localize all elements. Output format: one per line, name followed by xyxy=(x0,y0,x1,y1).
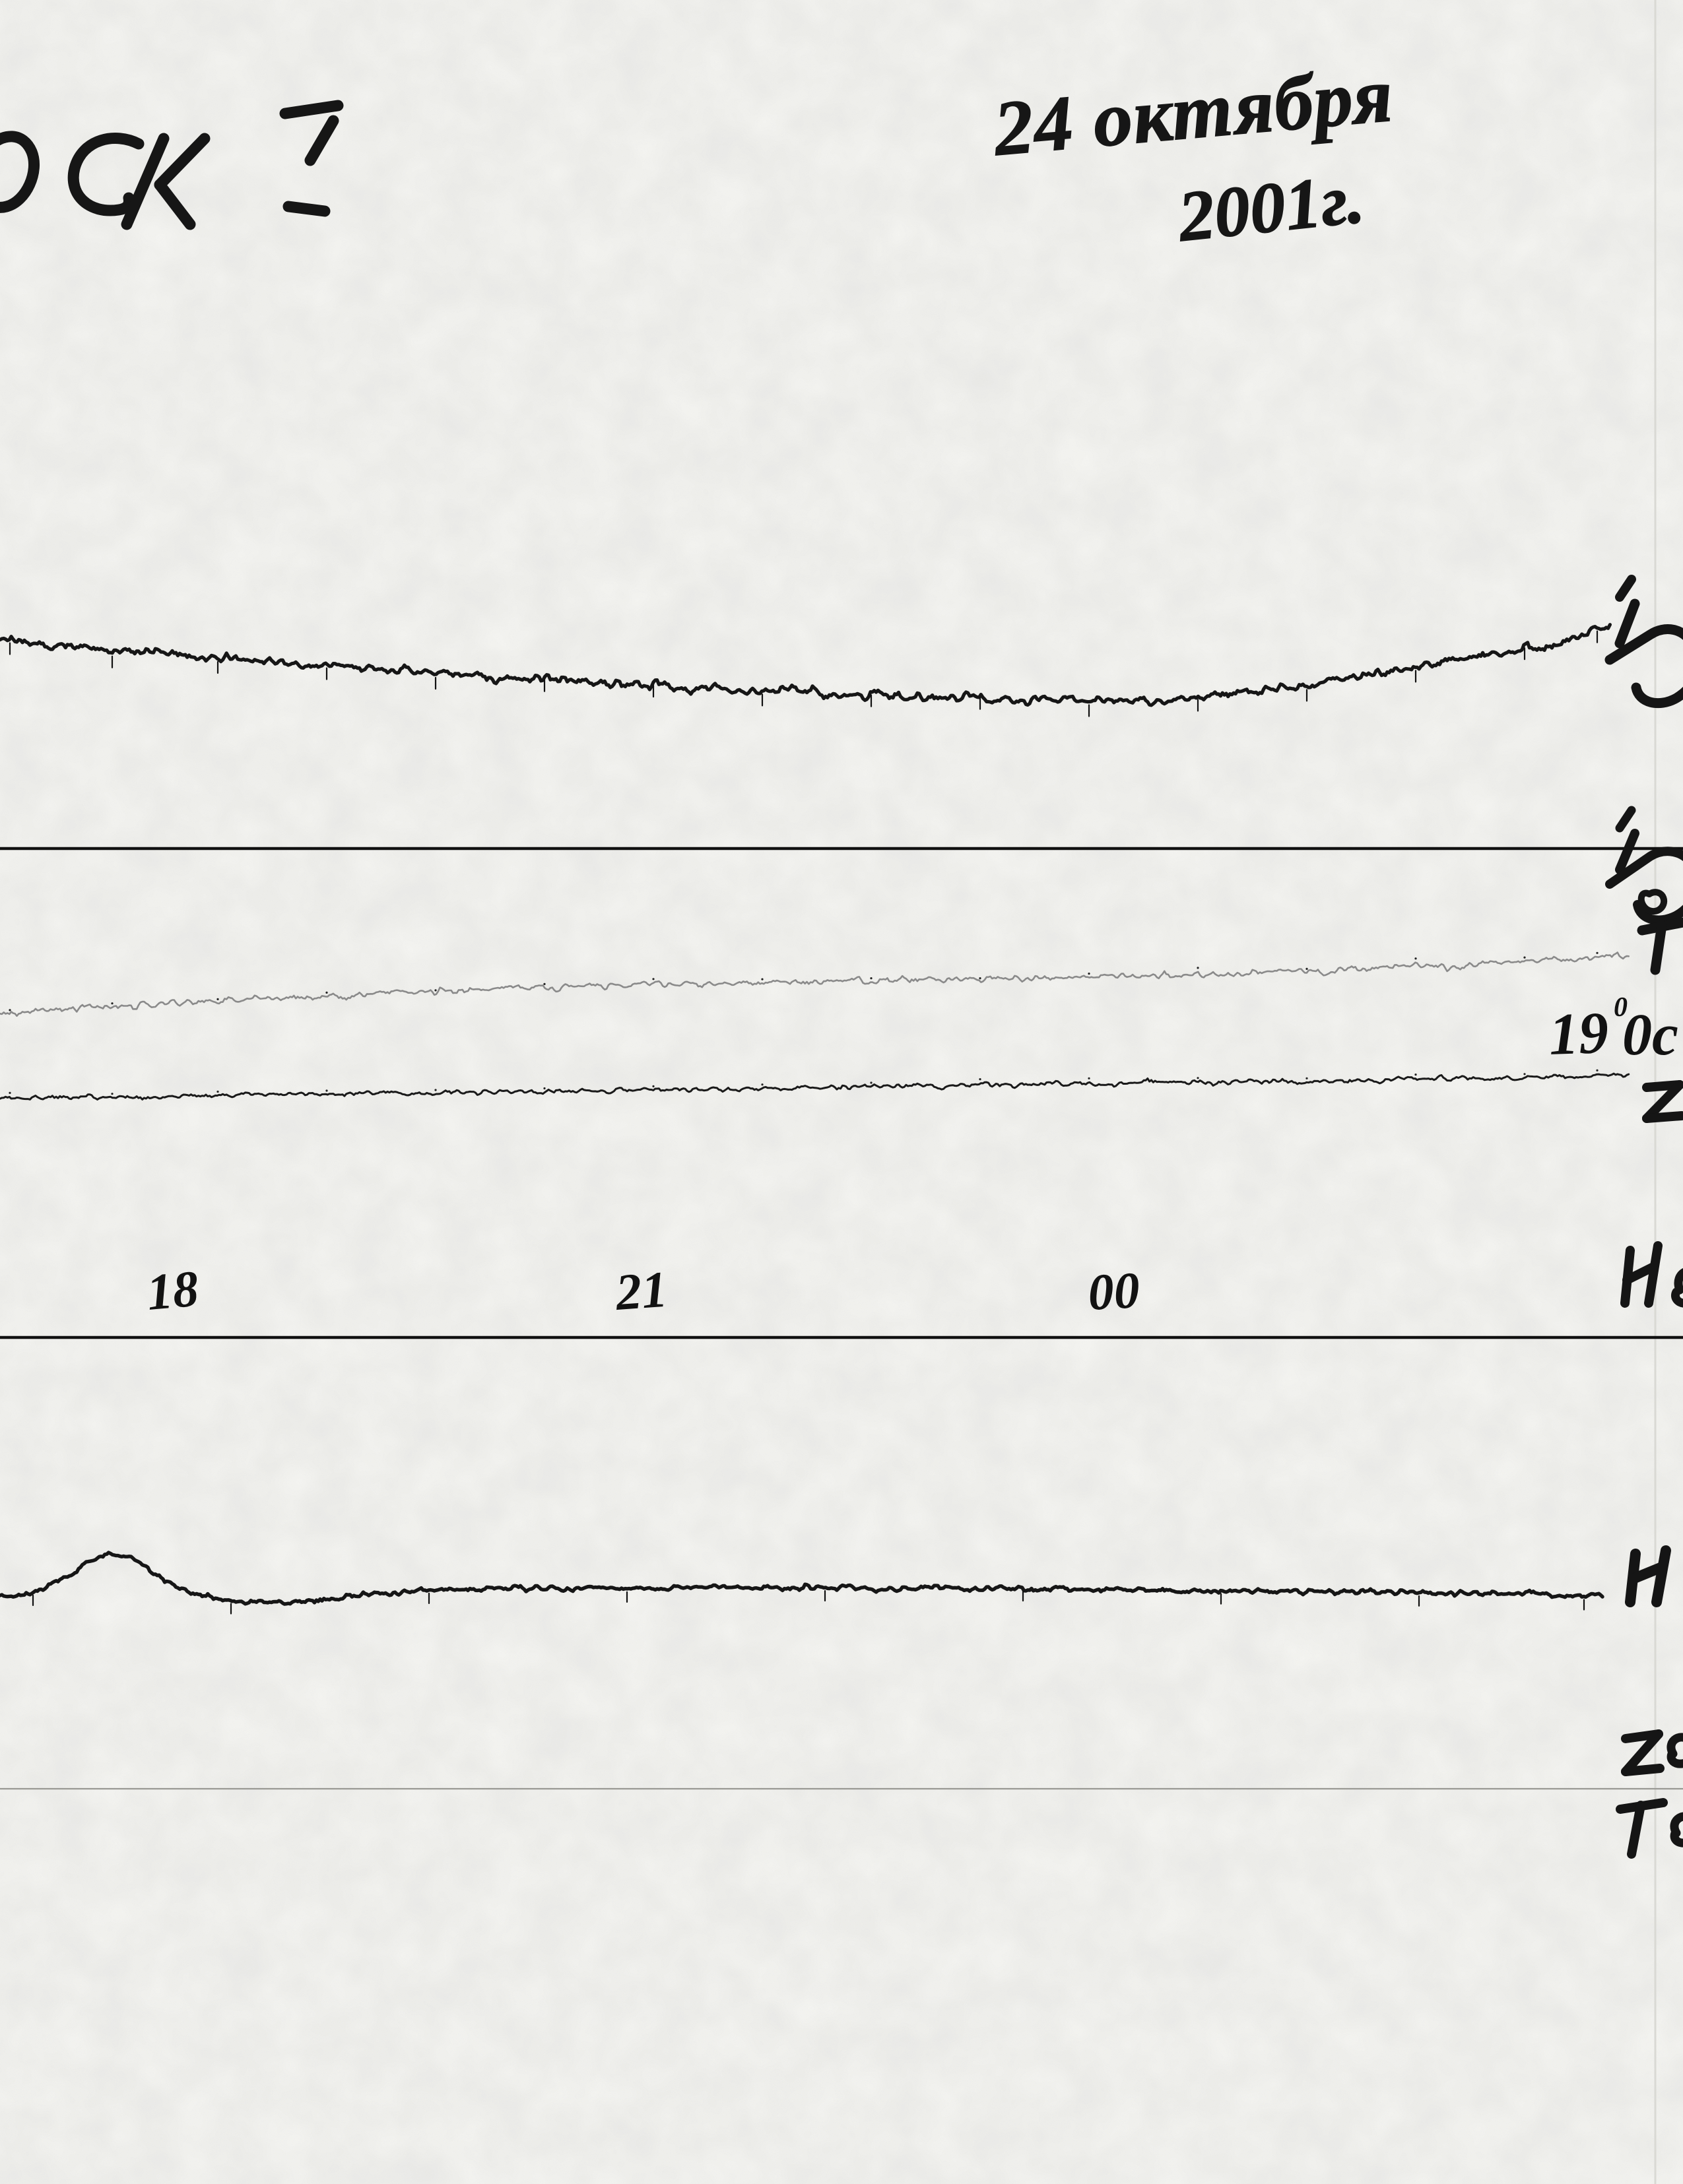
svg-text:21: 21 xyxy=(613,1260,669,1321)
svg-text:19: 19 xyxy=(1548,1000,1609,1068)
svg-text:00: 00 xyxy=(1086,1261,1140,1321)
svg-text:0с: 0с xyxy=(1622,1002,1678,1068)
svg-text:18: 18 xyxy=(145,1259,201,1320)
